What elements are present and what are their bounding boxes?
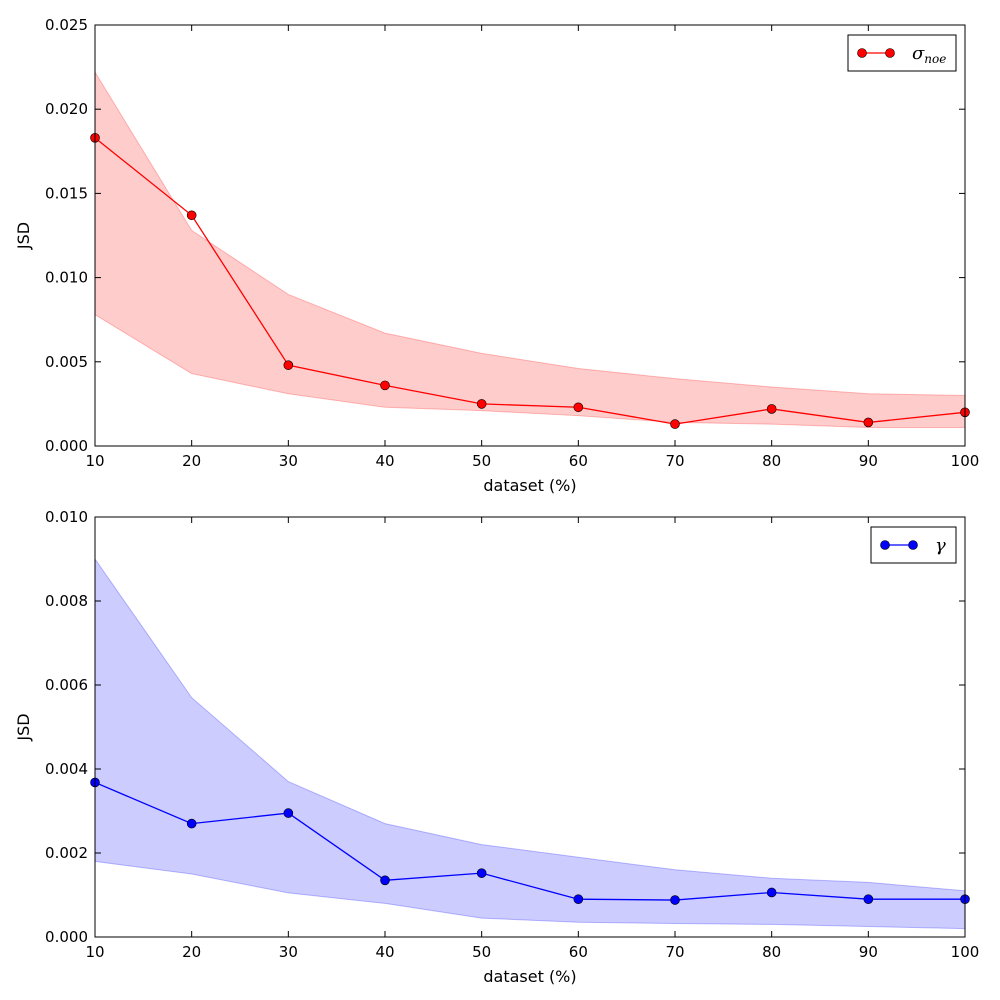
data-point — [766, 404, 777, 414]
data-point — [380, 875, 390, 886]
x-tick-label: 90 — [859, 452, 878, 470]
data-point — [863, 894, 874, 905]
y-axis-label: JSD — [14, 713, 33, 741]
data-point — [766, 887, 777, 898]
legend-label: γ — [935, 535, 946, 556]
data-point — [476, 399, 487, 409]
data-point — [863, 417, 874, 428]
legend-label-symbol: γ — [935, 535, 946, 556]
x-axis-label: dataset (%) — [483, 967, 576, 986]
y-tick-label: 0.015 — [45, 184, 88, 202]
x-tick-label: 100 — [951, 943, 980, 961]
x-tick-label: 30 — [279, 452, 298, 470]
series-line — [94, 781, 965, 901]
x-tick-label: 40 — [375, 452, 394, 470]
x-tick-label: 10 — [85, 452, 104, 470]
data-point — [670, 895, 680, 905]
data-point — [283, 360, 294, 370]
x-tick-label: 20 — [182, 943, 201, 961]
y-tick-label: 0.025 — [45, 16, 88, 34]
y-tick-label: 0.004 — [45, 760, 88, 778]
x-tick-label: 70 — [665, 943, 684, 961]
data-point — [670, 419, 680, 429]
legend-label-subscript: noe — [924, 52, 946, 66]
y-tick-label: 0.010 — [45, 508, 88, 526]
y-tick-label: 0.010 — [45, 269, 88, 287]
x-tick-label: 70 — [665, 452, 684, 470]
legend-marker — [908, 540, 918, 550]
data-point — [380, 380, 390, 391]
y-tick-label: 0.006 — [45, 676, 88, 694]
chart-panel-2: 10 20 30 40 50 60 70 80 90 100 0.000 0.002 0.004 0.00… — [14, 508, 979, 986]
x-tick-label: 80 — [762, 943, 781, 961]
x-tick-label: 10 — [85, 943, 104, 961]
x-tick-label: 100 — [951, 452, 980, 470]
data-point — [573, 894, 584, 905]
legend: γ — [870, 526, 957, 564]
plot-frame — [94, 24, 966, 447]
legend-marker — [857, 48, 867, 58]
x-tick-label: 50 — [472, 452, 491, 470]
x-tick-label: 50 — [472, 943, 491, 961]
x-tick-label: 40 — [375, 943, 394, 961]
chart-panel-1: 10 20 30 40 50 60 70 80 90 100 0.000 0.005 0.010 0.01… — [14, 16, 979, 495]
y-tick-label: 0.005 — [45, 353, 88, 371]
x-tick-label: 60 — [569, 943, 588, 961]
legend-label-symbol: σ — [912, 43, 925, 64]
legend-label: σnoe — [912, 43, 946, 66]
data-point — [186, 818, 197, 829]
legend-marker — [885, 48, 895, 58]
x-axis-label: dataset (%) — [483, 476, 576, 495]
x-tick-label: 80 — [762, 452, 781, 470]
y-tick-label: 0.020 — [45, 100, 88, 118]
y-axis-label: JSD — [14, 222, 33, 250]
plot-frame — [94, 516, 966, 938]
legend: σnoe — [847, 34, 957, 72]
confidence-band — [94, 70, 966, 428]
data-point — [573, 402, 584, 413]
y-tick-label: 0.008 — [45, 592, 88, 610]
x-tick-label: 30 — [279, 943, 298, 961]
confidence-band — [94, 557, 966, 930]
y-tick-label: 0.000 — [45, 437, 88, 455]
x-tick-label: 90 — [859, 943, 878, 961]
data-point — [283, 808, 294, 818]
data-point — [476, 868, 487, 878]
legend-marker — [880, 540, 890, 550]
data-point — [186, 210, 197, 221]
y-tick-label: 0.000 — [45, 928, 88, 946]
y-tick-label: 0.002 — [45, 844, 88, 862]
x-tick-label: 20 — [182, 452, 201, 470]
series-line — [94, 137, 966, 425]
x-tick-label: 60 — [569, 452, 588, 470]
